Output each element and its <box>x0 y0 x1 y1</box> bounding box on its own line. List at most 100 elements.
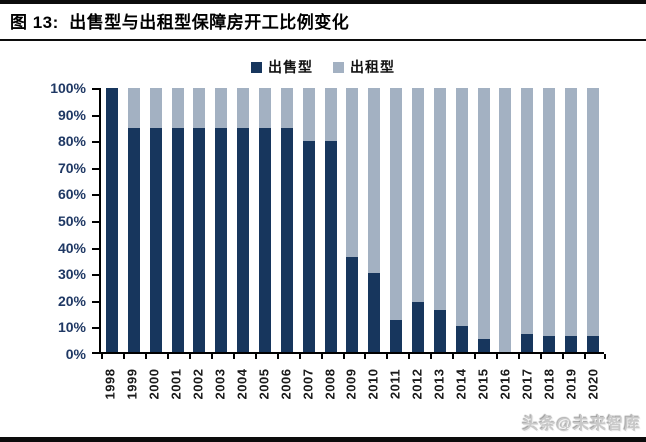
x-axis-tick <box>189 354 191 359</box>
y-axis-tick <box>92 167 99 170</box>
bars-container <box>101 88 604 352</box>
x-axis-tick <box>496 354 498 359</box>
segment-rent-2003 <box>215 88 228 128</box>
segment-rent-2002 <box>193 88 206 128</box>
segment-sale-2006 <box>280 127 293 352</box>
y-axis-tick <box>92 247 99 250</box>
y-axis-tick <box>92 221 99 223</box>
segment-rent-2009 <box>346 88 359 257</box>
segment-rent-2018 <box>543 88 556 337</box>
x-tick-label-2000: 2000 <box>146 368 162 400</box>
segment-sale-2011 <box>390 320 403 352</box>
x-tick-label-cell: 2010 <box>362 357 384 411</box>
x-tick-label-cell: 2015 <box>472 357 494 411</box>
x-axis-tick <box>584 354 586 359</box>
segment-rent-2000 <box>149 88 162 128</box>
segment-rent-2016 <box>499 88 512 352</box>
y-axis-tick <box>92 300 99 303</box>
x-axis-tick <box>540 354 542 359</box>
bottom-rule <box>0 437 646 442</box>
segment-sale-2007 <box>302 140 315 352</box>
x-tick-label-1999: 1999 <box>124 368 140 400</box>
x-tick-label-2015: 2015 <box>475 368 491 400</box>
segment-sale-2014 <box>455 325 468 352</box>
bar-2009 <box>346 88 359 352</box>
segment-rent-2008 <box>324 88 337 141</box>
y-tick-label-70: 70% <box>57 159 86 176</box>
y-tick-label-0: 0% <box>65 346 86 362</box>
bar-2006 <box>280 88 293 352</box>
x-tick-label-2009: 2009 <box>343 368 359 400</box>
segment-sale-2000 <box>149 127 162 352</box>
y-tick-label-20: 20% <box>57 292 86 309</box>
y-axis-tick-labels: 100% 90% 80% 70% 60% 50% 40% 30% 20% 10% 0% <box>28 80 90 362</box>
x-axis-tick <box>255 354 257 359</box>
legend-swatch-icon <box>333 61 344 73</box>
y-axis-tick <box>92 141 99 144</box>
x-axis-tick <box>343 354 345 359</box>
x-axis-tick <box>277 354 279 359</box>
bar-2020 <box>586 88 599 352</box>
segment-sale-2001 <box>171 127 184 352</box>
x-axis-tick <box>123 354 125 359</box>
x-tick-label-cell: 2006 <box>275 357 297 411</box>
legend-swatch-icon <box>251 61 262 73</box>
x-tick-label-2001: 2001 <box>168 368 184 400</box>
x-axis-tick <box>101 354 103 359</box>
segment-sale-2015 <box>477 338 490 352</box>
x-axis-tick-labels: 1998 1999 2000 2001 2002 2003 2004 2005 2006 2007… <box>99 357 604 411</box>
x-axis-tick <box>474 354 476 359</box>
x-tick-label-cell: 2002 <box>187 357 209 411</box>
x-tick-label-2007: 2007 <box>300 368 316 400</box>
x-axis-tick <box>145 354 147 359</box>
segment-sale-1998 <box>105 88 118 352</box>
x-axis-tick <box>364 354 366 359</box>
x-tick-label-2011: 2011 <box>387 368 403 400</box>
segment-rent-2005 <box>258 88 271 128</box>
plot-area <box>92 88 606 359</box>
x-tick-label-2002: 2002 <box>190 368 206 400</box>
x-tick-label-cell: 2008 <box>319 357 341 411</box>
segment-sale-1999 <box>127 127 140 352</box>
bar-2004 <box>237 88 250 352</box>
x-tick-label-2004: 2004 <box>234 368 250 400</box>
y-tick-label-40: 40% <box>57 239 86 256</box>
x-tick-label-2008: 2008 <box>322 368 337 400</box>
segment-sale-2019 <box>564 336 577 352</box>
segment-rent-2020 <box>586 88 599 337</box>
bar-2014 <box>455 88 468 352</box>
y-axis-tick <box>92 114 99 117</box>
bar-2012 <box>411 88 424 352</box>
x-tick-label-2020: 2020 <box>585 368 601 400</box>
bar-2010 <box>368 88 381 352</box>
x-tick-label-2005: 2005 <box>256 368 272 400</box>
segment-rent-2017 <box>521 88 534 334</box>
x-axis-tick <box>430 354 432 359</box>
segment-rent-2001 <box>171 88 184 128</box>
bar-2008 <box>324 88 337 352</box>
segment-rent-2015 <box>477 88 490 339</box>
bar-2007 <box>302 88 315 352</box>
bar-1999 <box>127 88 140 352</box>
y-tick-label-100: 100% <box>50 80 86 96</box>
segment-sale-2003 <box>215 127 228 352</box>
x-tick-label-cell: 2020 <box>582 357 604 411</box>
segment-sale-2013 <box>433 309 446 352</box>
segment-sale-2005 <box>258 127 271 352</box>
segment-rent-2011 <box>390 88 403 321</box>
bar-2015 <box>477 88 490 352</box>
x-axis-tick <box>408 354 410 359</box>
x-tick-label-cell: 2018 <box>538 357 560 411</box>
bar-2000 <box>149 88 162 352</box>
legend-item-出租型: 出租型 <box>333 57 395 77</box>
x-tick-label-2010: 2010 <box>365 368 381 400</box>
x-axis-tick <box>518 354 520 359</box>
segment-rent-1999 <box>127 88 140 128</box>
segment-sale-2012 <box>411 301 424 352</box>
watermark-text: 头条@未来智库 <box>522 416 641 433</box>
x-tick-label-cell: 2000 <box>143 357 165 411</box>
segment-sale-2008 <box>324 140 337 352</box>
y-tick-label-90: 90% <box>57 106 86 123</box>
x-axis-tick <box>604 354 606 359</box>
